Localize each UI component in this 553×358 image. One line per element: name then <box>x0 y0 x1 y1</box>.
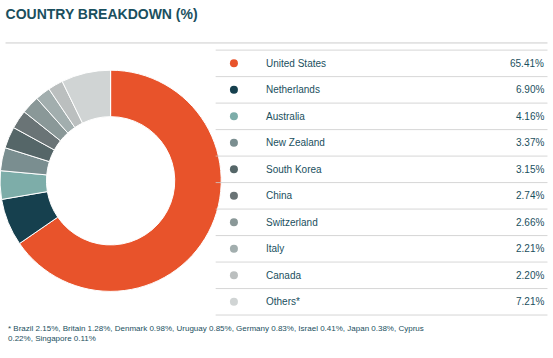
svg-text:3.15%: 3.15% <box>516 164 544 175</box>
svg-text:Canada: Canada <box>266 270 301 281</box>
svg-text:United States: United States <box>266 58 326 69</box>
svg-text:4.16%: 4.16% <box>516 111 544 122</box>
svg-text:6.90%: 6.90% <box>516 84 544 95</box>
svg-text:3.37%: 3.37% <box>516 137 544 148</box>
svg-text:7.21%: 7.21% <box>516 296 544 307</box>
svg-text:Netherlands: Netherlands <box>266 84 320 95</box>
svg-text:Switzerland: Switzerland <box>266 217 318 228</box>
svg-text:65.41%: 65.41% <box>510 58 544 69</box>
svg-text:South Korea: South Korea <box>266 164 322 175</box>
svg-text:Others*: Others* <box>266 296 300 307</box>
svg-text:Australia: Australia <box>266 111 305 122</box>
svg-text:2.74%: 2.74% <box>516 190 544 201</box>
svg-text:China: China <box>266 190 293 201</box>
svg-text:2.20%: 2.20% <box>516 270 544 281</box>
svg-text:COUNTRY BREAKDOWN (%): COUNTRY BREAKDOWN (%) <box>6 6 198 22</box>
svg-text:Italy: Italy <box>266 243 284 254</box>
svg-text:* Brazil 2.15%, Britain 1.28%,: * Brazil 2.15%, Britain 1.28%, Denmark 0… <box>8 324 424 343</box>
svg-text:2.66%: 2.66% <box>516 217 544 228</box>
svg-text:New Zealand: New Zealand <box>266 137 325 148</box>
svg-text:2.21%: 2.21% <box>516 243 544 254</box>
